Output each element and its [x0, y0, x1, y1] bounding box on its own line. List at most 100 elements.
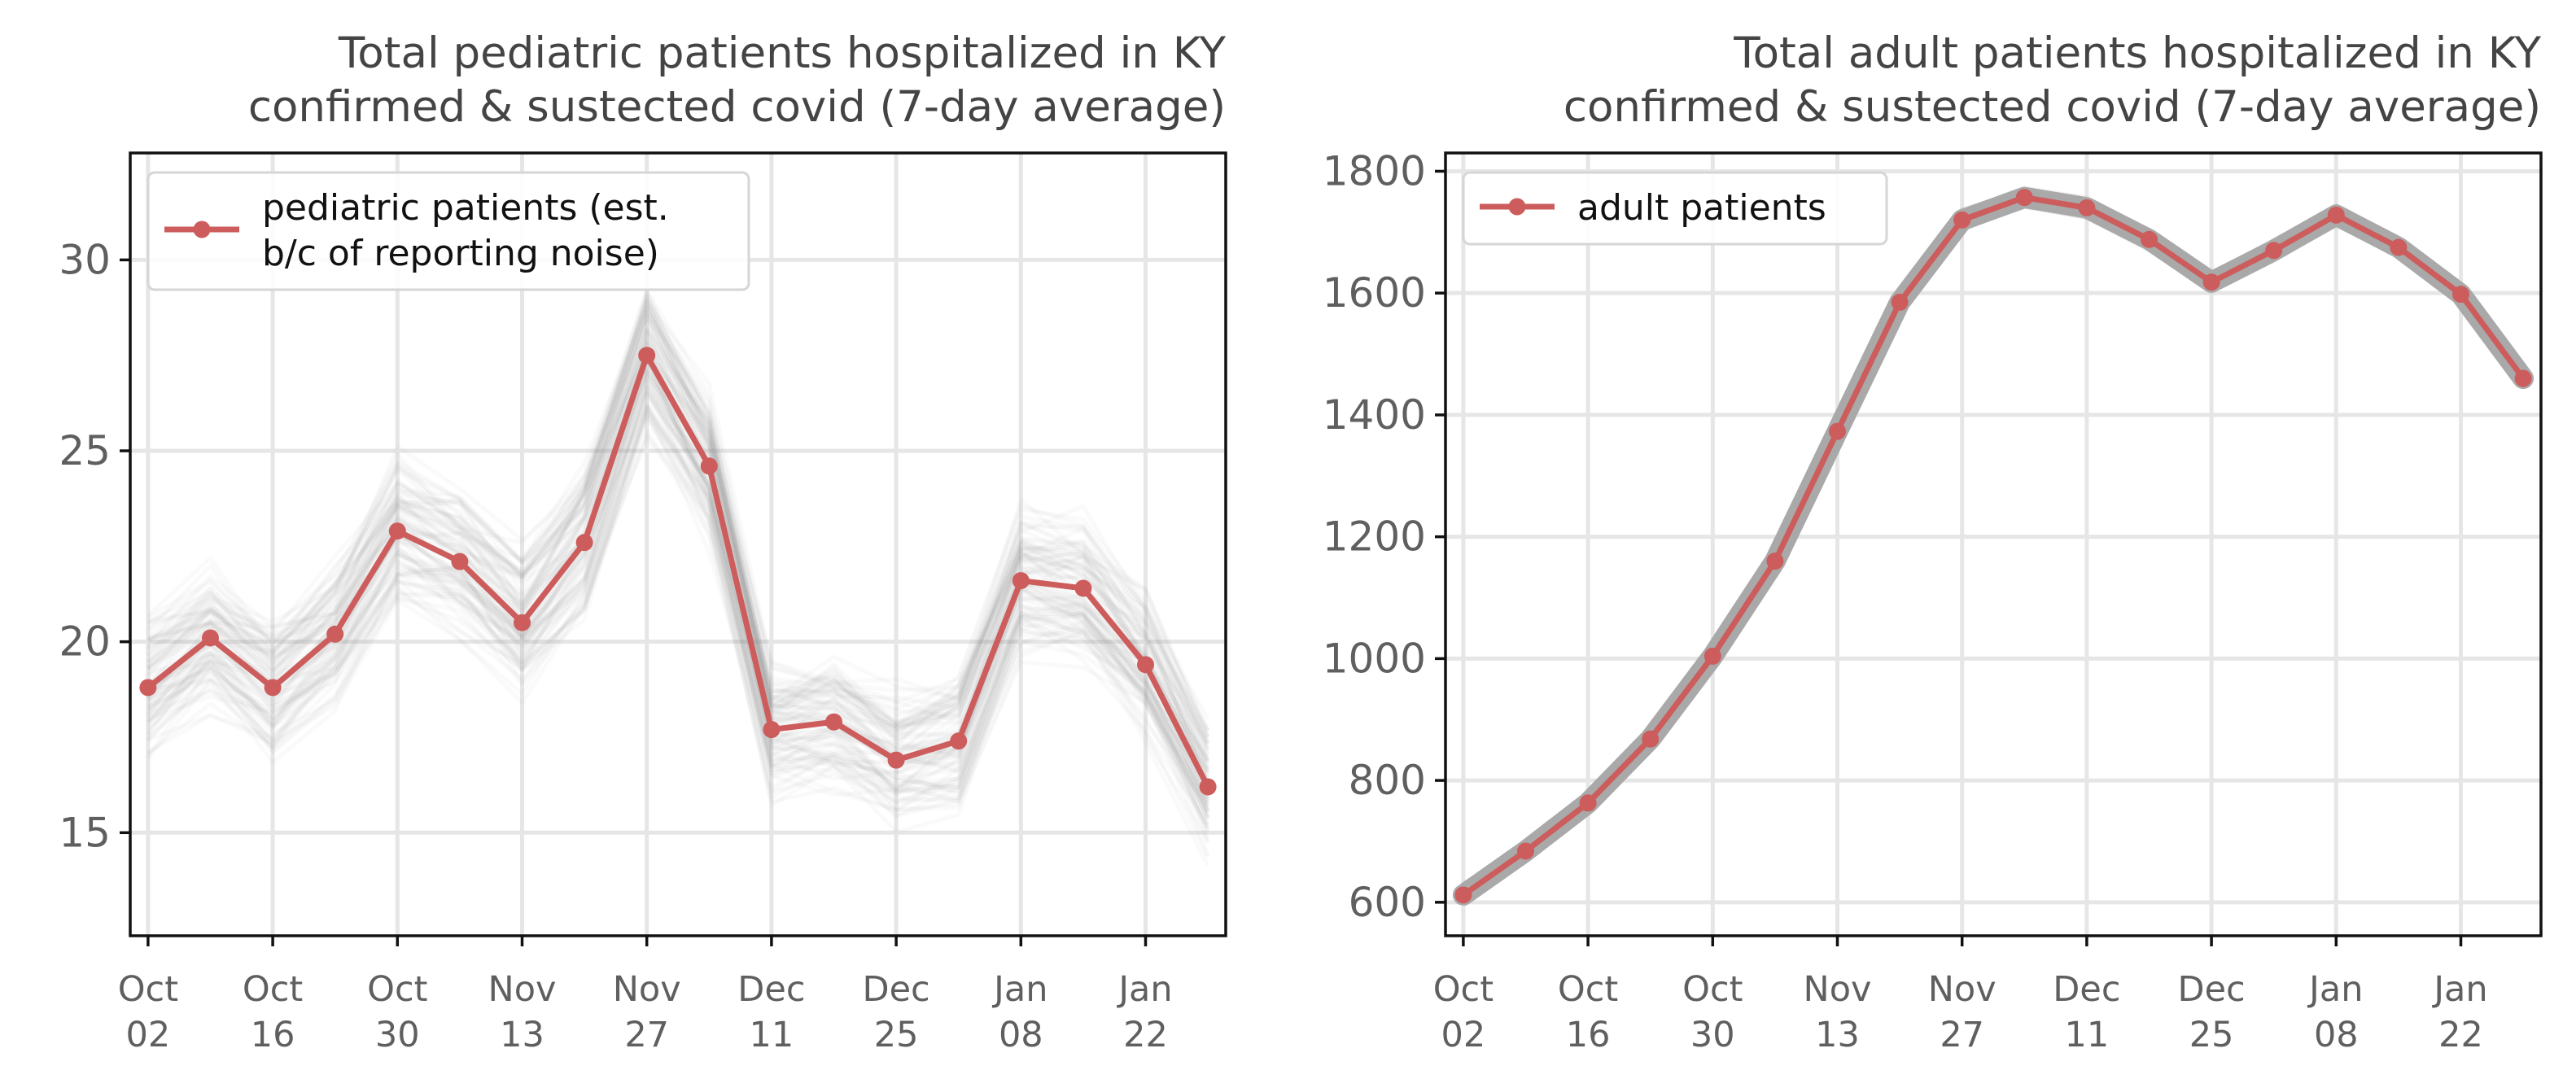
uncertainty-sample-line [1461, 193, 2527, 899]
x-tick-label-month: Nov [488, 969, 557, 1010]
x-tick-label-day: 16 [1566, 1015, 1611, 1055]
uncertainty-sample-line [147, 405, 1210, 844]
series-line [146, 352, 1211, 788]
uncertainty-sample-line [147, 347, 1210, 769]
data-point [950, 732, 968, 750]
uncertainty-sample-line [147, 305, 1210, 739]
uncertainty-sample-line [147, 374, 1210, 832]
data-point [1703, 647, 1721, 665]
x-tick-label-month: Jan [2307, 969, 2363, 1010]
y-tick-label: 1200 [1323, 513, 1426, 561]
x-tick-label-day: 08 [999, 1015, 1043, 1055]
x-tick-label-day: 27 [624, 1015, 669, 1055]
uncertainty-band [1452, 186, 2534, 906]
uncertainty-samples [1452, 186, 2534, 907]
chart-panel-1: 15 20 25 30 Oct 02 Oct 16 Oct 30 Nov 13 Nov 27 Dec 11 De… [59, 28, 1227, 1055]
data-point [451, 553, 469, 570]
uncertainty-sample-line [1460, 194, 2527, 901]
data-point [513, 614, 531, 631]
uncertainty-sample-line [1461, 199, 2527, 903]
uncertainty-sample-line [146, 314, 1210, 788]
uncertainty-sample-line [147, 308, 1210, 739]
uncertainty-sample-line [147, 354, 1210, 819]
uncertainty-sample-line [147, 433, 1210, 843]
data-point [1828, 422, 1846, 440]
uncertainty-sample-line [147, 299, 1210, 773]
uncertainty-sample-line [147, 413, 1210, 807]
data-point [2265, 242, 2283, 260]
x-tick-label-month: Oct [1558, 969, 1618, 1010]
data-point [638, 347, 656, 365]
plot-frame [129, 151, 1227, 937]
uncertainty-sample-line [147, 408, 1210, 833]
x-tick-label-day: 08 [2314, 1015, 2359, 1055]
uncertainty-sample-line [147, 330, 1210, 777]
uncertainty-sample-line [147, 369, 1210, 813]
x-tick-label-month: Nov [1804, 969, 1872, 1010]
uncertainty-sample-line [1460, 194, 2527, 898]
uncertainty-sample-line [146, 404, 1210, 829]
legend-marker-swatch [1508, 198, 1526, 216]
uncertainty-sample-line [1460, 189, 2527, 897]
uncertainty-sample-line [146, 340, 1210, 802]
uncertainty-sample-line [147, 356, 1210, 798]
data-point [1766, 553, 1784, 570]
x-tick-label-month: Oct [118, 969, 178, 1010]
x-tick-label-day: 25 [2189, 1015, 2234, 1055]
uncertainty-sample-line [147, 316, 1210, 732]
uncertainty-sample-line [1461, 199, 2527, 902]
x-tick-label-month: Nov [1928, 969, 1997, 1010]
legend-label: pediatric patients (est. [262, 187, 669, 229]
x-tick-label-day: 02 [126, 1015, 171, 1055]
y-tick-label: 1600 [1323, 269, 1426, 317]
uncertainty-sample-line [147, 394, 1210, 804]
uncertainty-sample-line [1461, 199, 2527, 902]
y-tick-label: 1000 [1323, 635, 1426, 682]
uncertainty-sample-line [147, 321, 1210, 785]
x-tick-label-day: 22 [2438, 1015, 2483, 1055]
chart-panel-2: 600 800 1000 1200 1400 1600 1800 Oct 02 Oct 16 Oct 3… [1323, 28, 2543, 1055]
data-point [2390, 238, 2408, 256]
uncertainty-sample-line [147, 338, 1210, 757]
uncertainty-sample-line [147, 341, 1210, 784]
data-point [1516, 842, 1534, 860]
uncertainty-sample-line [147, 341, 1210, 775]
uncertainty-sample-line [1461, 187, 2527, 894]
uncertainty-sample-line [1461, 200, 2527, 905]
uncertainty-sample-line [1461, 190, 2527, 897]
uncertainty-sample-line [147, 313, 1210, 753]
uncertainty-sample-line [147, 336, 1210, 745]
x-tick-label-day: 13 [500, 1015, 545, 1055]
uncertainty-sample-line [147, 307, 1210, 732]
x-tick-label-day: 22 [1123, 1015, 1168, 1055]
uncertainty-sample-line [147, 429, 1210, 818]
y-tick-label: 800 [1349, 757, 1426, 804]
uncertainty-sample-line [147, 356, 1210, 762]
data-point [1891, 293, 1909, 311]
uncertainty-sample-line [1460, 199, 2527, 904]
uncertainty-sample-line [1460, 194, 2527, 901]
uncertainty-sample-line [1460, 193, 2527, 897]
x-tick-label-month: Oct [1682, 969, 1743, 1010]
x-tick-label-month: Dec [862, 969, 929, 1010]
x-tick-label-day: 02 [1441, 1015, 1486, 1055]
data-point [825, 713, 843, 731]
x-tick-label-month: Oct [243, 969, 303, 1010]
y-tick-label: 15 [59, 809, 111, 856]
uncertainty-sample-line [147, 350, 1210, 775]
chart-title-line: Total pediatric patients hospitalized in… [338, 28, 1227, 78]
series-pediatric [139, 347, 1217, 796]
uncertainty-sample-line [147, 289, 1210, 761]
uncertainty-samples [146, 288, 1210, 867]
uncertainty-sample-line [147, 313, 1210, 732]
uncertainty-sample-line [147, 327, 1210, 765]
uncertainty-sample-line [147, 295, 1210, 749]
chart-title-line: confirmed & sustected covid (7-day avera… [1564, 82, 2541, 132]
data-point [1642, 730, 1660, 748]
series-adult [1454, 189, 2532, 904]
data-point [139, 679, 157, 697]
uncertainty-sample-line [147, 362, 1210, 780]
data-point [2452, 286, 2470, 304]
uncertainty-sample-line [147, 405, 1210, 830]
x-tick-label-day: 11 [750, 1015, 794, 1055]
